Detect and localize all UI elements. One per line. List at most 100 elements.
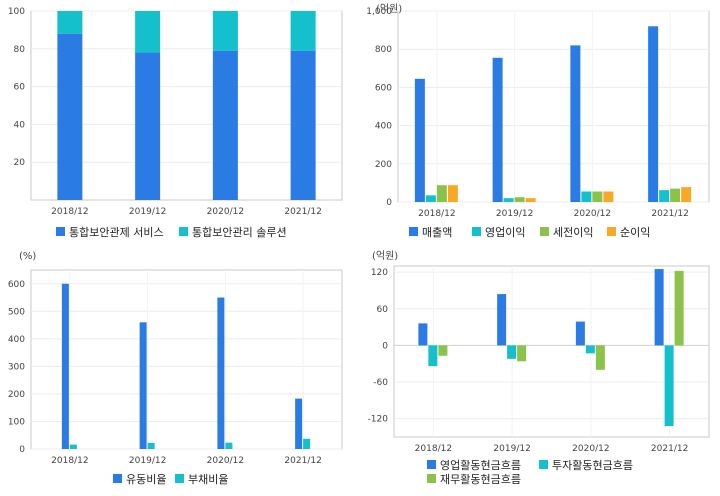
y-tick-label: -120 (368, 415, 389, 425)
plot-frame (30, 269, 343, 450)
legend-label: 재무활동현금흐름 (440, 472, 521, 486)
x-tick-label: 2020/12 (572, 444, 609, 454)
legend-item: 영업이익 (472, 226, 525, 239)
x-tick-label: 2021/12 (651, 444, 688, 454)
plot-frame (30, 10, 343, 201)
legend-item: 부채비율 (175, 473, 228, 486)
legend-item: 영업활동현금흐름 (427, 458, 521, 472)
bar-profit-3-1 (525, 198, 536, 202)
bar-cashflow-0-2 (575, 321, 585, 346)
y-tick-label: 300 (8, 362, 25, 372)
x-tick-label: 2021/12 (651, 209, 688, 219)
x-tick-label: 2019/12 (493, 444, 530, 454)
unit-label: (억원) (372, 250, 398, 262)
legend-item: 순이익 (607, 226, 650, 239)
unit-label: (%) (19, 251, 36, 262)
bar-ratios-0-3 (295, 398, 303, 449)
y-tick-label: -60 (373, 378, 388, 388)
bar-cashflow-1-3 (664, 345, 674, 427)
legend-label: 통합보안관제 서비스 (69, 226, 164, 239)
bar-ratios-0-1 (139, 322, 147, 449)
bar-cashflow-0-3 (654, 269, 664, 346)
bar-revenue-mix-0-3 (290, 50, 316, 200)
legend-swatch (540, 227, 549, 236)
bar-revenue-mix-0-2 (212, 50, 238, 200)
x-tick-label: 2019/12 (129, 456, 166, 466)
x-tick-label: 2021/12 (284, 456, 321, 466)
bar-profit-2-0 (436, 185, 447, 202)
bar-ratios-1-0 (69, 444, 77, 449)
legend-label: 영업활동현금흐름 (440, 458, 521, 472)
x-tick-label: 2020/12 (207, 207, 244, 217)
bar-cashflow-0-1 (497, 294, 507, 346)
bar-profit-2-3 (670, 188, 681, 202)
y-tick-label: 60 (377, 305, 389, 315)
bar-revenue-mix-1-3 (290, 11, 316, 51)
legend-swatch (607, 227, 616, 236)
bar-ratios-0-2 (217, 297, 225, 449)
bar-profit-3-0 (447, 185, 458, 202)
legend-label: 부채비율 (188, 473, 228, 486)
legend-swatch (56, 227, 65, 236)
bar-profit-2-2 (592, 191, 603, 202)
x-tick-label: 2020/12 (574, 209, 611, 219)
legend-label: 유동비율 (126, 473, 166, 486)
legend-label: 통합보안관리 솔루션 (192, 226, 287, 239)
y-tick-label: 0 (386, 198, 392, 208)
x-tick-label: 2021/12 (284, 207, 321, 217)
bar-revenue-mix-1-2 (212, 11, 238, 51)
bar-ratios-1-3 (303, 438, 311, 449)
legend-item: 세전이익 (540, 226, 593, 239)
y-tick-label: 80 (14, 45, 26, 55)
bar-profit-1-0 (425, 195, 436, 202)
y-tick-label: 0 (19, 445, 25, 455)
bar-profit-3-3 (681, 187, 692, 202)
y-tick-label: 20 (14, 158, 26, 168)
legend-label: 세전이익 (553, 226, 593, 239)
y-tick-label: 200 (8, 390, 25, 400)
y-tick-label: 800 (375, 45, 392, 55)
bar-profit-0-0 (414, 78, 425, 202)
legend-swatch (175, 474, 184, 483)
y-tick-label: 60 (14, 83, 26, 93)
bar-profit-0-3 (648, 26, 659, 203)
legend-item: 통합보안관제 서비스 (56, 226, 164, 239)
unit-label: (억원) (376, 3, 402, 15)
bar-cashflow-0-0 (418, 323, 428, 346)
y-tick-label: 400 (8, 335, 25, 345)
chart-ratios: 0 100 200 300 400 500 600 (%) 2018/12 2019/12 2020… (8, 251, 343, 486)
legend-label: 투자활동현금흐름 (552, 458, 633, 472)
y-tick-label: 100 (8, 417, 25, 427)
legend-item: 통합보안관리 솔루션 (179, 226, 287, 239)
bar-revenue-mix-1-0 (57, 11, 83, 34)
legend-item: 매출액 (409, 226, 452, 239)
bar-profit-1-2 (581, 191, 592, 202)
bar-profit-3-2 (603, 191, 614, 202)
plot-frame (397, 10, 710, 203)
y-tick-label: 40 (14, 120, 26, 130)
legend-item: 투자활동현금흐름 (539, 458, 633, 472)
x-tick-label: 2018/12 (51, 456, 88, 466)
bar-profit-1-1 (503, 198, 514, 202)
bar-cashflow-2-2 (595, 345, 605, 370)
bar-cashflow-2-1 (517, 345, 527, 362)
bar-revenue-mix-0-1 (135, 52, 161, 200)
legend-swatch (539, 460, 548, 469)
chart-profit: 0 200 400 600 800 1,000(억원) 2018/12 2019/12 2020… (366, 3, 710, 239)
bar-revenue-mix-1-1 (135, 11, 161, 53)
y-tick-label: 400 (375, 122, 392, 132)
x-tick-label: 2018/12 (51, 207, 88, 217)
legend-swatch (179, 227, 188, 236)
x-tick-label: 2019/12 (496, 209, 533, 219)
y-tick-label: 600 (8, 280, 25, 290)
x-tick-label: 2018/12 (415, 444, 452, 454)
bar-cashflow-1-0 (428, 345, 438, 367)
x-tick-label: 2019/12 (129, 207, 166, 217)
bar-cashflow-2-3 (674, 270, 684, 346)
legend-item: 재무활동현금흐름 (427, 472, 521, 486)
x-tick-label: 2020/12 (207, 456, 244, 466)
legend-swatch (427, 460, 436, 469)
legend-swatch (409, 227, 418, 236)
bar-profit-0-2 (570, 45, 581, 202)
